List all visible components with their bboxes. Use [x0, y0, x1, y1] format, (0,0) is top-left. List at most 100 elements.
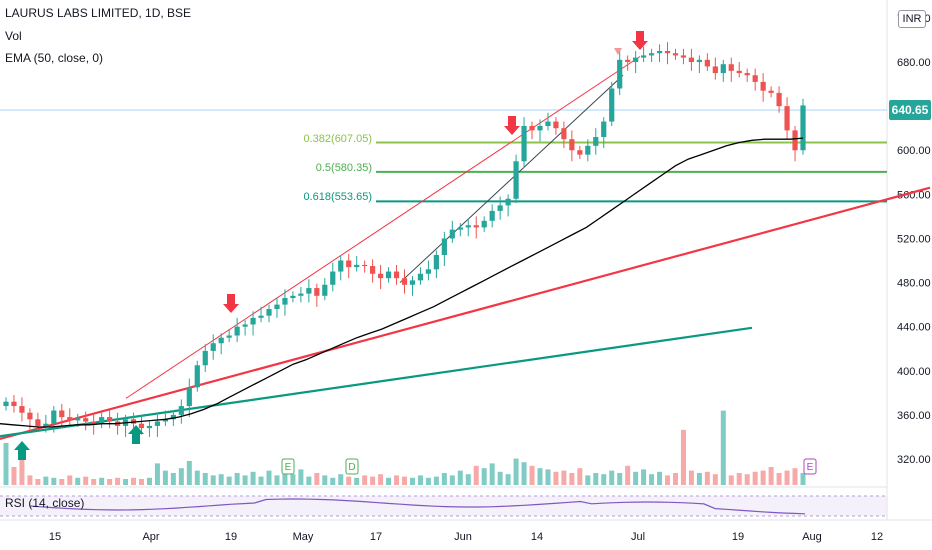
volume-bar — [178, 468, 184, 485]
symbol-title[interactable]: LAURUS LABS LIMITED, 1D, BSE — [5, 6, 192, 20]
candle-body — [409, 280, 416, 285]
volume-bar — [672, 473, 678, 485]
candle-body — [800, 105, 806, 151]
volume-bar — [394, 475, 400, 485]
volume-bar — [11, 467, 17, 485]
candle-body — [672, 53, 679, 56]
volume-legend[interactable]: Vol — [5, 29, 22, 43]
volume-bar — [561, 470, 567, 485]
candle-body — [306, 288, 312, 294]
volume-bar — [123, 479, 129, 485]
candle-body — [362, 264, 368, 267]
candle-body — [577, 150, 583, 155]
candle-body — [250, 317, 256, 325]
volume-bar — [146, 477, 152, 485]
volume-bar — [553, 471, 559, 485]
trendline-red-support — [0, 186, 931, 441]
ema-legend[interactable]: EMA (50, close, 0) — [5, 51, 104, 65]
candle-body — [680, 55, 687, 58]
x-tick-label: May — [293, 531, 314, 543]
volume-bar — [322, 475, 328, 485]
volume-bar — [67, 475, 73, 485]
volume-bar — [649, 474, 655, 485]
volume-bar — [43, 476, 49, 485]
volume-bar — [378, 474, 384, 485]
volume-bar — [728, 475, 734, 485]
volume-bar — [290, 474, 296, 485]
volume-bar — [210, 475, 216, 485]
volume-bar — [107, 479, 113, 485]
candle-body — [11, 401, 17, 407]
volume-bar — [425, 477, 431, 485]
candle-body — [370, 266, 376, 274]
rsi-legend[interactable]: RSI (14, close) — [5, 496, 85, 510]
candle-body — [282, 298, 288, 305]
x-tick-label: Apr — [142, 531, 159, 543]
volume-bar — [3, 443, 9, 485]
volume-bar — [35, 479, 41, 485]
fib-label-05: 0.5(580.35) — [315, 162, 372, 174]
trendline-thin-red-channel — [125, 56, 641, 399]
volume-bar — [99, 477, 105, 485]
volume-bar — [51, 477, 57, 485]
y-tick-label: 480.00 — [897, 278, 931, 290]
candle-body — [393, 271, 400, 279]
volume-bar — [577, 468, 583, 485]
volume-bar — [226, 476, 232, 485]
candle-body — [146, 425, 153, 429]
volume-bar — [314, 473, 320, 485]
candle-body — [784, 106, 790, 131]
candle-body — [202, 350, 208, 366]
event-marker — [345, 458, 359, 475]
volume-bar — [545, 469, 551, 485]
y-tick-label: 400.00 — [897, 366, 931, 378]
candle-body — [569, 139, 575, 151]
candle-body — [744, 73, 750, 76]
volume-bar — [497, 471, 503, 485]
candle-body — [656, 51, 663, 54]
candle-body — [194, 365, 200, 388]
x-tick-label: 19 — [732, 531, 744, 543]
candle-body — [67, 417, 73, 421]
candle-body — [648, 53, 655, 56]
candle-body — [537, 125, 543, 131]
candle-body — [465, 225, 471, 228]
volume-bar — [402, 476, 407, 485]
volume-bar — [585, 475, 591, 485]
candle-body — [561, 128, 567, 140]
volume-bar — [409, 477, 415, 485]
candle-body — [441, 238, 447, 255]
currency-badge[interactable]: INR — [898, 10, 926, 28]
y-tick-label: 520.00 — [897, 233, 931, 245]
sell-arrow-icon — [223, 294, 239, 313]
x-tick-label: 12 — [871, 531, 883, 543]
candle-body — [752, 75, 758, 82]
candle-body — [617, 59, 623, 89]
candle-body — [688, 57, 695, 63]
candle-body — [3, 401, 9, 407]
volume-bar — [760, 470, 766, 485]
candle-body — [162, 419, 168, 422]
volume-bar — [362, 475, 368, 485]
candle-body — [242, 324, 248, 327]
candle-body — [760, 81, 766, 91]
volume-bar — [417, 475, 423, 485]
candle-body — [417, 273, 424, 281]
volume-bar — [242, 475, 248, 485]
candle-body — [91, 421, 97, 424]
candle-body — [314, 288, 320, 296]
small-down-arrow-icon — [614, 48, 622, 55]
volume-bar — [449, 475, 455, 485]
candle-body — [19, 406, 25, 413]
candle-body — [226, 335, 232, 338]
candle-body — [138, 423, 145, 429]
candle-body — [298, 293, 304, 296]
candle-body — [43, 423, 49, 426]
volume-bar — [617, 473, 623, 485]
x-tick-label: Jun — [454, 531, 472, 543]
x-tick-label: 14 — [531, 531, 543, 543]
event-marker — [803, 458, 817, 475]
candle-body — [505, 198, 511, 206]
volume-bar — [593, 473, 599, 485]
